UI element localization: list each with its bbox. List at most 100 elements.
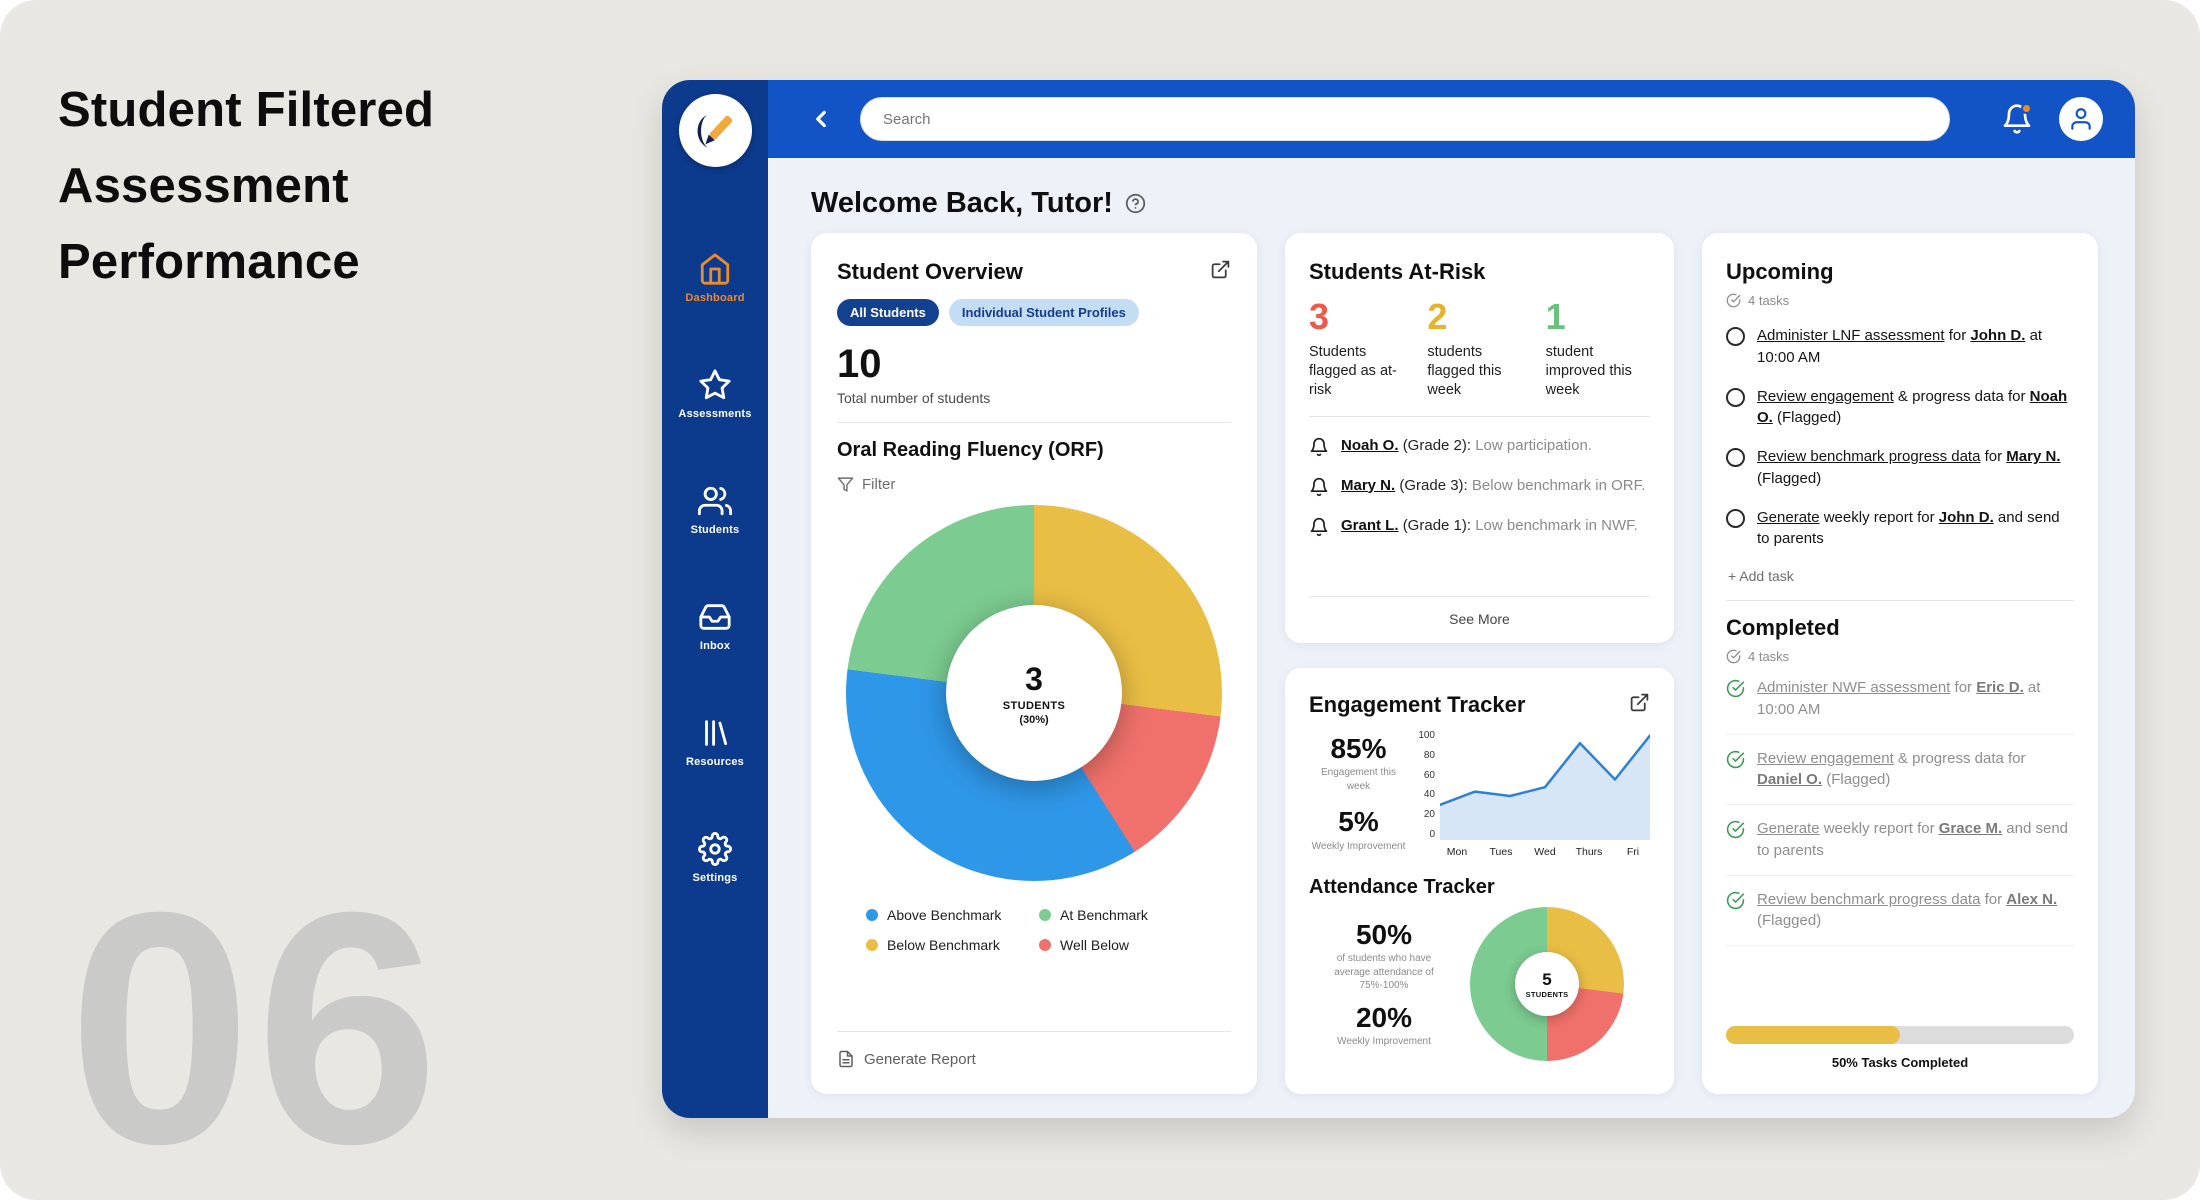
help-icon[interactable] (1125, 193, 1146, 214)
stat-value: 5% (1338, 806, 1379, 838)
check-circle-icon (1726, 820, 1745, 862)
sidebar-item-settings[interactable]: Settings (678, 832, 751, 884)
sidebar-item-dashboard[interactable]: Dashboard (678, 252, 751, 304)
engagement-title: Engagement Tracker (1309, 692, 1526, 717)
orf-donut-chart[interactable]: 3 STUDENTS (30%) (846, 505, 1222, 881)
task-item[interactable]: Review engagement & progress data for No… (1726, 386, 2074, 430)
stat-label: Weekly Improvement (1337, 1035, 1431, 1047)
app-logo[interactable] (678, 94, 752, 167)
donut-center-label: STUDENTS (1525, 989, 1569, 999)
task-checkbox[interactable] (1726, 448, 1745, 467)
legend-dot (866, 939, 878, 951)
sidebar-item-label: Dashboard (685, 292, 745, 304)
engagement-stats: 85% Engagement this week 5% Weekly Impro… (1309, 730, 1408, 858)
legend-label: Well Below (1060, 937, 1129, 953)
app-window: Dashboard Assessments Students (662, 80, 2135, 1118)
user-icon (2071, 108, 2091, 130)
task-checkbox[interactable] (1726, 387, 1745, 407)
bell-icon (1309, 477, 1329, 497)
filter-button[interactable]: Filter (837, 476, 1231, 493)
sidebar-item-assessments[interactable]: Assessments (678, 368, 751, 420)
external-link-icon[interactable] (1210, 259, 1231, 280)
back-button[interactable] (808, 106, 834, 132)
attendance-donut-center: 5 STUDENTS (1515, 952, 1579, 1016)
task-text: Administer NWF assessment for Eric D. at… (1757, 679, 2041, 718)
bell-icon (1309, 517, 1329, 537)
alert-item[interactable]: Noah O. (Grade 2): Low participation. (1309, 435, 1650, 457)
task-text: Generate weekly report for John D. and s… (1757, 508, 2060, 548)
stat-label: students flagged this week (1427, 344, 1502, 398)
stat-flagged-at-risk: 3 Students flagged as at-risk (1309, 299, 1413, 400)
upcoming-title: Upcoming (1726, 259, 1834, 284)
legend-dot (866, 909, 878, 921)
orf-donut-center: 3 STUDENTS (30%) (946, 605, 1122, 781)
completed-task-item[interactable]: Review benchmark progress data for Alex … (1726, 876, 2074, 946)
notifications-bell-icon[interactable] (2001, 103, 2033, 135)
external-link-icon[interactable] (1629, 692, 1650, 713)
legend-item: Below Benchmark (866, 937, 1029, 953)
sidebar-item-students[interactable]: Students (678, 484, 751, 536)
completed-task-item[interactable]: Administer NWF assessment for Eric D. at… (1726, 664, 2074, 735)
tab-individual-profiles[interactable]: Individual Student Profiles (948, 299, 1139, 326)
stat-label: student improved this week (1545, 344, 1632, 398)
total-students-value: 10 (837, 342, 882, 386)
user-avatar[interactable] (2059, 97, 2103, 141)
stat-label: Engagement this week (1320, 767, 1397, 792)
books-icon (698, 716, 732, 750)
legend-dot (1039, 909, 1051, 921)
task-checkbox[interactable] (1726, 508, 1745, 528)
generate-report-button[interactable]: Generate Report (837, 1031, 1231, 1068)
legend-item: Above Benchmark (866, 907, 1029, 923)
check-circle-icon (1726, 679, 1745, 721)
add-task-button[interactable]: + Add task (1728, 568, 1794, 584)
orf-legend: Above Benchmark At Benchmark Below Bench… (866, 907, 1202, 953)
student-overview-title: Student Overview (837, 259, 1023, 284)
alert-item[interactable]: Grant L. (Grade 1): Low benchmark in NWF… (1309, 515, 1650, 537)
task-text: Generate weekly report for Grace M. and … (1757, 820, 2069, 859)
donut-center-value: 3 (1025, 660, 1043, 697)
welcome-heading: Welcome Back, Tutor! (811, 186, 2099, 220)
task-text: Review benchmark progress data for Alex … (1757, 890, 2058, 930)
stat-value: 50% (1355, 918, 1413, 950)
sidebar-item-resources[interactable]: Resources (678, 716, 751, 768)
task-item[interactable]: Review benchmark progress data for Mary … (1726, 446, 2074, 490)
alert-item[interactable]: Mary N. (Grade 3): Below benchmark in OR… (1309, 475, 1650, 497)
task-item[interactable]: Generate weekly report for John D. and s… (1726, 507, 2074, 551)
completed-task-item[interactable]: Review engagement & progress data for Da… (1726, 735, 2074, 805)
inbox-icon (698, 600, 732, 634)
donut-center-label: STUDENTS (1002, 699, 1066, 712)
at-risk-stats: 3 Students flagged as at-risk 2 students… (1309, 299, 1650, 400)
header-actions (2001, 97, 2103, 141)
see-more-button[interactable]: See More (1309, 596, 1650, 643)
attendance-improvement-stat: 20% Weekly Improvement (1337, 1001, 1431, 1049)
stat-value: 1 (1545, 296, 1566, 337)
sidebar-item-inbox[interactable]: Inbox (678, 600, 751, 652)
bell-icon (1309, 437, 1329, 457)
sidebar-item-label: Assessments (678, 408, 752, 420)
task-checkbox[interactable] (1726, 327, 1745, 346)
legend-dot (1039, 939, 1051, 951)
task-item[interactable]: Administer LNF assessment for John D. at… (1726, 325, 2074, 369)
check-circle-icon (1726, 293, 1741, 308)
students-at-risk-card: Students At-Risk 3 Students flagged as a… (1285, 233, 1674, 643)
attendance-donut-chart[interactable]: 5 STUDENTS (1470, 907, 1624, 1061)
x-axis-labels: Mon Tues Wed Thurs Fri (1446, 846, 1640, 858)
at-risk-alerts: Noah O. (Grade 2): Low participation. Ma… (1309, 435, 1650, 537)
donut-center-pct: (30%) (1019, 713, 1049, 726)
page-title-line: Assessment (58, 159, 349, 213)
middle-column: Students At-Risk 3 Students flagged as a… (1285, 233, 1674, 1094)
stat-value: 20% (1355, 1001, 1413, 1033)
engagement-week-stat: 85% Engagement this week (1309, 734, 1408, 793)
completed-title: Completed (1726, 615, 1840, 640)
search-input[interactable] (860, 97, 1950, 141)
task-text: Review benchmark progress data for Mary … (1757, 448, 2061, 487)
legend-item: Well Below (1039, 937, 1202, 953)
stat-improved-this-week: 1 student improved this week (1546, 299, 1650, 400)
attendance-title: Attendance Tracker (1309, 876, 1495, 898)
tab-all-students[interactable]: All Students (837, 299, 939, 326)
home-icon (698, 252, 732, 286)
sidebar-item-label: Resources (685, 756, 745, 768)
completed-task-item[interactable]: Generate weekly report for Grace M. and … (1726, 805, 2074, 876)
students-icon (697, 484, 732, 518)
filter-label: Filter (862, 476, 896, 493)
